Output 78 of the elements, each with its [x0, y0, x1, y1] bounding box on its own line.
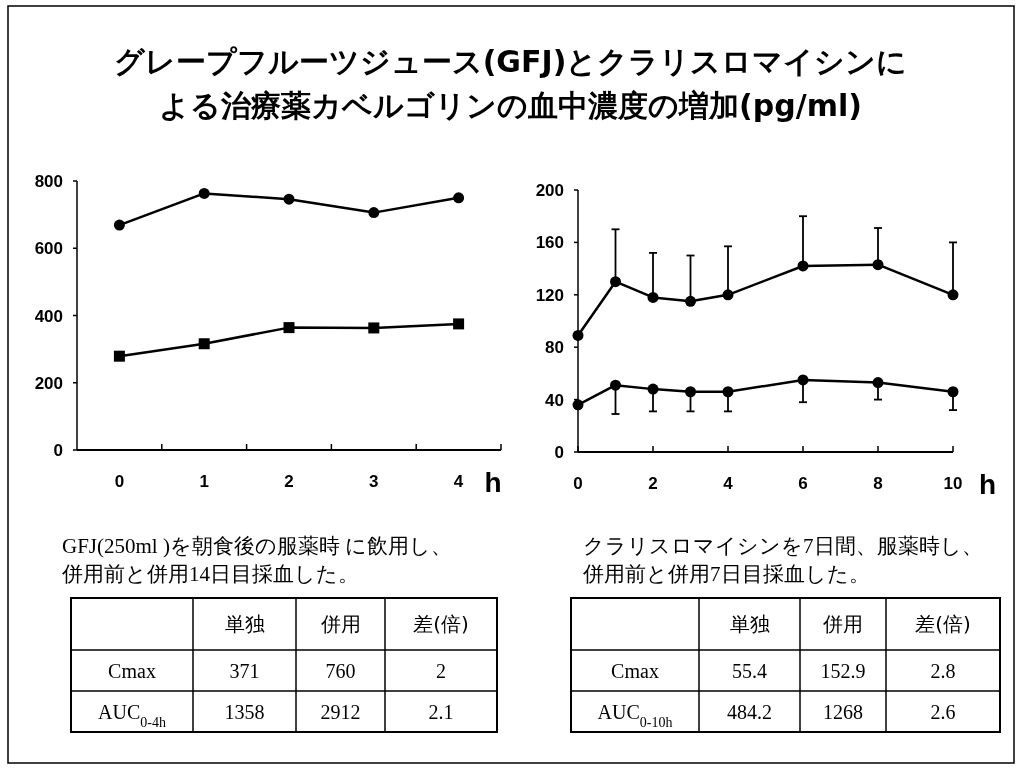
text: GFJ(250ml )を朝食後の服薬時 に飲用し、	[62, 534, 453, 558]
x-axis-title: h	[979, 469, 997, 500]
y-tick-label: 800	[34, 172, 63, 191]
point	[198, 187, 210, 199]
x-tick-label: 0	[573, 474, 583, 493]
point	[797, 260, 809, 272]
point	[113, 219, 125, 231]
x-tick-label: 2	[648, 474, 658, 493]
point	[283, 193, 295, 205]
point	[453, 192, 465, 204]
x-tick-label: 4	[723, 474, 734, 493]
point	[872, 259, 884, 271]
point	[685, 386, 696, 398]
point	[647, 291, 659, 303]
x-tick-label: 3	[369, 472, 379, 491]
chart-title: グレープフルーツジュース(GFJ)とクラリスロマイシンに	[113, 44, 908, 79]
y-tick-label: 80	[545, 338, 564, 358]
text: 併用	[822, 612, 863, 636]
point	[722, 386, 734, 398]
point	[722, 289, 734, 301]
text: 単独	[729, 612, 770, 636]
point	[453, 318, 465, 330]
point	[113, 350, 125, 362]
x-tick-label: 8	[873, 474, 883, 493]
point	[368, 322, 380, 334]
point	[198, 338, 210, 350]
y-tick-label: 200	[34, 373, 63, 393]
text: 152.9	[820, 659, 866, 682]
text: 単独	[224, 612, 265, 636]
point	[685, 295, 696, 307]
x-tick-label: 1	[199, 472, 209, 491]
text: 差(倍)	[915, 612, 971, 636]
y-tick-label: 0	[554, 443, 564, 462]
text: 55.4	[732, 659, 767, 682]
text: 2.1	[428, 700, 454, 723]
text: 差(倍)	[413, 612, 469, 636]
text: 371	[229, 659, 260, 682]
point	[610, 276, 621, 288]
y-tick-label: 40	[545, 390, 564, 410]
y-tick-label: 600	[34, 239, 63, 259]
point	[947, 386, 959, 398]
text: Cmax	[108, 659, 156, 682]
x-tick-label: 10	[943, 474, 963, 493]
y-tick-label: 160	[535, 233, 564, 253]
text: Cmax	[611, 659, 659, 682]
point	[572, 399, 584, 411]
point	[947, 289, 959, 301]
x-tick-label: 6	[798, 474, 808, 493]
y-tick-label: 120	[535, 285, 564, 305]
point	[872, 377, 884, 389]
text: 2	[436, 659, 446, 682]
text: 併用前と併用14日目採血した。	[61, 562, 359, 586]
x-tick-label: 2	[284, 472, 294, 491]
text: 2.8	[930, 659, 956, 682]
text: 併用	[319, 612, 361, 636]
y-tick-label: 200	[535, 181, 564, 200]
text: クラリスロマイシンを7日間、服薬時し、	[583, 534, 983, 558]
text: 1268	[823, 700, 863, 723]
x-axis-title: h	[484, 467, 502, 498]
point	[647, 383, 659, 395]
text: 484.2	[727, 700, 772, 723]
text: 併用前と併用7日目採血した。	[582, 562, 870, 586]
point	[797, 374, 809, 386]
chart-subtitle: よる治療薬カベルゴリンの血中濃度の増加(pg/ml)	[159, 88, 862, 123]
x-tick-label: 0	[114, 472, 125, 491]
text: 1358	[224, 700, 265, 723]
point	[283, 322, 295, 334]
text: AUC$_{0-4h}$	[98, 700, 166, 729]
y-tick-label: 0	[53, 441, 63, 460]
text: AUC$_{0-10h}$	[597, 700, 673, 729]
point	[610, 379, 621, 391]
text: 760	[325, 659, 356, 682]
point	[368, 207, 380, 219]
point	[572, 329, 584, 341]
text: 2912	[320, 700, 361, 723]
y-tick-label: 400	[34, 306, 63, 326]
text: 2.6	[930, 700, 956, 723]
x-tick-label: 4	[453, 472, 464, 491]
